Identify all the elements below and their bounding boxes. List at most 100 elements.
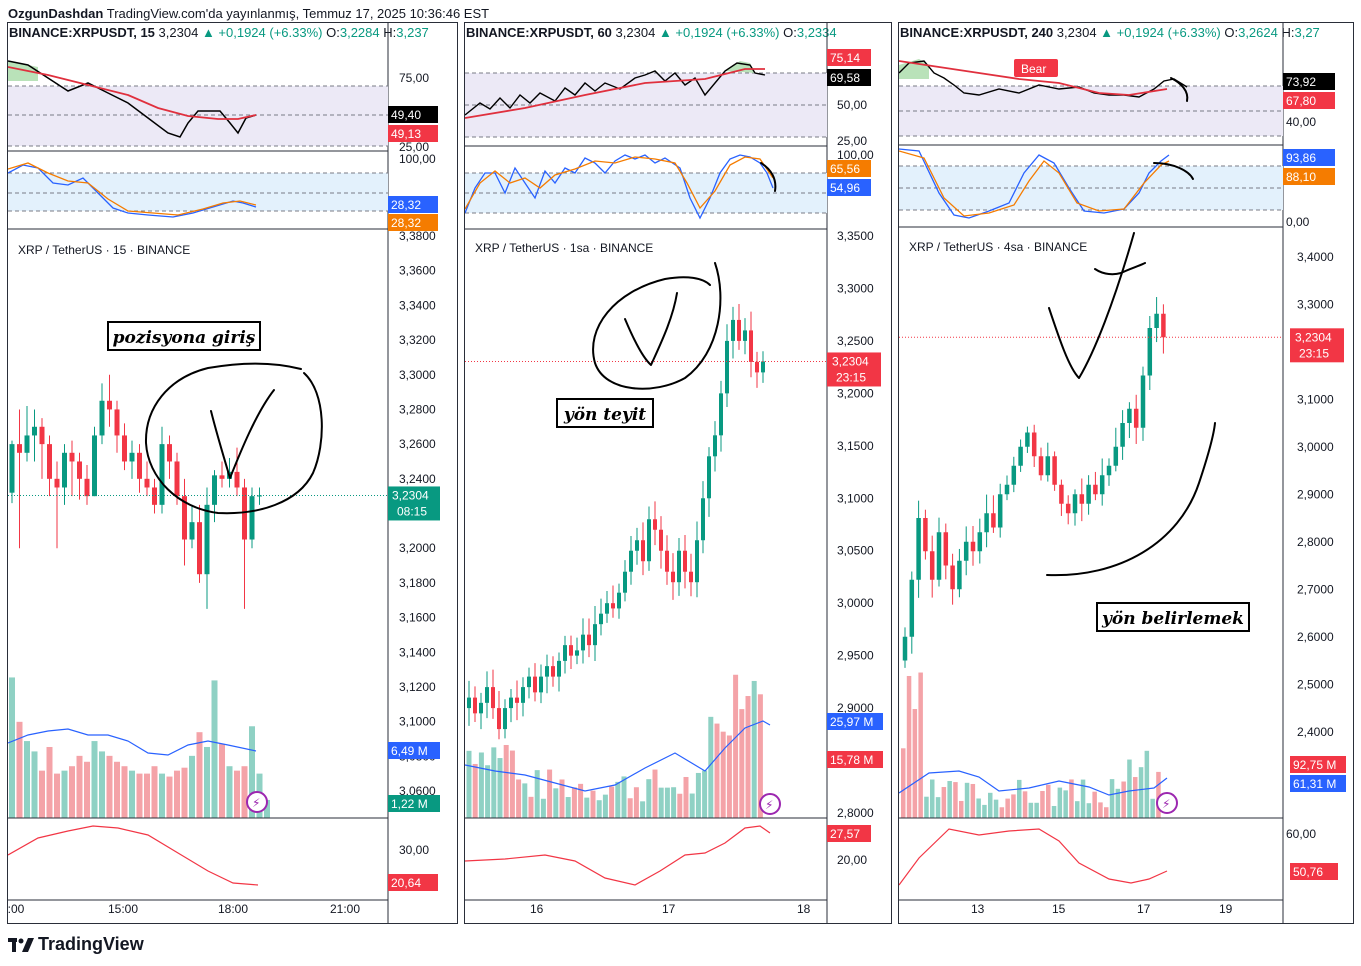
- volume-ma-tag: 6,49 M: [391, 744, 428, 758]
- candle: [755, 361, 759, 373]
- volume-bar: [720, 731, 726, 818]
- annotation-checkmark: [1048, 232, 1135, 379]
- candle: [174, 461, 180, 497]
- alert-icon: [1156, 792, 1178, 814]
- rsi-ma-value-tag: 67,80: [1286, 94, 1316, 108]
- author-name[interactable]: OzgunDashdan: [8, 6, 104, 21]
- volume-bar: [1075, 801, 1080, 818]
- candle: [137, 452, 142, 479]
- volume-ma-tag: 25,97 M: [830, 715, 873, 729]
- rsi-ma-line: [899, 60, 1168, 96]
- candle: [212, 475, 217, 505]
- symbol-line: BINANCE:XRPUSDT, 60 3,2304 ▲ +0,1924 (+6…: [466, 25, 837, 40]
- symbol-name[interactable]: BINANCE:XRPUSDT, 240: [900, 25, 1054, 40]
- volume-bar: [935, 797, 941, 818]
- published-line: OzgunDashdan TradingView.com'da yayınlan…: [8, 6, 489, 21]
- candle: [909, 579, 915, 637]
- stoch-d-line: [465, 156, 774, 210]
- time-axis-label: 15:00: [108, 902, 138, 916]
- symbol-name[interactable]: BINANCE:XRPUSDT, 60: [466, 25, 612, 40]
- high-label: H:: [1281, 25, 1295, 40]
- volume-bar: [1150, 798, 1155, 818]
- annotation-label-box: [556, 398, 654, 428]
- time-axis-label: 18: [797, 902, 811, 916]
- oscillator-tag: 20,64: [391, 876, 421, 890]
- last-price-countdown: 23:15: [836, 370, 866, 384]
- candle: [749, 330, 753, 362]
- last-price-tag-bg: [388, 486, 440, 521]
- rsi-value-tag: 49,40: [391, 108, 421, 122]
- oscillator-tag-bg: [827, 825, 871, 842]
- volume-bar: [953, 782, 958, 818]
- rsi-ma-value-tag-bg: [388, 125, 438, 142]
- chart-panel-15m[interactable]: BINANCE:XRPUSDT, 15 3,2304 ▲ +0,1924 (+6…: [7, 22, 458, 924]
- chart-panel-1h[interactable]: BINANCE:XRPUSDT, 60 3,2304 ▲ +0,1924 (+6…: [464, 22, 892, 924]
- candle: [533, 676, 537, 693]
- last-price: 3,2304: [158, 25, 199, 40]
- oscillator-tag-bg: [388, 874, 438, 891]
- time-axis-label: 19: [1219, 902, 1233, 916]
- volume-bar: [547, 769, 553, 818]
- candle: [635, 540, 639, 551]
- symbol-name[interactable]: BINANCE:XRPUSDT, 15: [9, 25, 155, 40]
- candle: [1025, 432, 1030, 447]
- volume-tag: 92,75 M: [1293, 758, 1336, 772]
- candle: [32, 426, 37, 436]
- stoch-scale-label: 100,00: [837, 148, 874, 162]
- annotation-label: yön belirlemek: [1101, 609, 1244, 629]
- volume-bar: [689, 793, 695, 818]
- tradingview-logo[interactable]: TradingView: [8, 934, 144, 955]
- price-scale-label: 2,5000: [1297, 677, 1334, 691]
- rsi-value-tag: 69,58: [830, 71, 860, 85]
- last-price-tag: 3,2304: [1295, 330, 1332, 344]
- volume-bar: [982, 804, 987, 818]
- stoch-d-tag: 88,10: [1286, 170, 1316, 184]
- candle: [629, 550, 633, 572]
- high-value: 3,27: [1294, 25, 1320, 40]
- candle: [653, 519, 657, 530]
- candle: [743, 330, 747, 341]
- volume-bar: [522, 783, 528, 818]
- rsi-scale-label: 25,00: [399, 140, 429, 154]
- price-scale-label: 3,3500: [837, 229, 874, 243]
- bear-label-bg: [1014, 59, 1058, 77]
- volume-bar: [1144, 750, 1150, 818]
- price-scale-label: 3,3600: [399, 264, 436, 278]
- rsi-scale-label: 75,00: [399, 71, 429, 85]
- oscillator-tag-bg: [1290, 863, 1338, 880]
- volume-bar: [964, 782, 970, 818]
- volume-bar: [211, 680, 218, 818]
- candle: [957, 560, 962, 590]
- volume-bar: [702, 770, 708, 818]
- volume-bar: [1063, 790, 1068, 818]
- rsi-scale-label: 40,00: [1286, 115, 1316, 129]
- chart-panel-4h[interactable]: BINANCE:XRPUSDT, 240 3,2304 ▲ +0,1924 (+…: [898, 22, 1354, 924]
- rsi-value-tag-bg: [1283, 73, 1335, 90]
- candle: [713, 435, 717, 457]
- price-scale-label: 3,1500: [837, 439, 874, 453]
- candle: [473, 697, 477, 714]
- volume-bar: [652, 769, 658, 818]
- chart-canvas-15m[interactable]: 75,00 25,00 49,40 49,13 100,00 28,32 28,32 XRP …: [8, 23, 458, 924]
- volume-bar: [1011, 794, 1016, 818]
- bear-label: Bear: [1021, 62, 1046, 76]
- bottom-scale-label: 30,00: [399, 843, 429, 857]
- last-price-countdown: 23:15: [1299, 346, 1329, 360]
- volume-bar: [24, 741, 30, 818]
- price-scale-label: 3,2400: [399, 472, 436, 486]
- volume-ma-line: [899, 770, 1168, 796]
- price-scale-label: 3,1200: [399, 680, 436, 694]
- published-date: TradingView.com'da yayınlanmış, Temmuz 1…: [106, 6, 490, 21]
- volume-bar: [1133, 777, 1138, 818]
- price-scale-label: 3,0000: [1297, 440, 1334, 454]
- volume-bar: [1057, 787, 1063, 818]
- rsi-ma-value-tag-bg: [1283, 92, 1335, 109]
- chart-canvas-4h[interactable]: Bear40,0073,9267,80100,000,0093,8688,10X…: [899, 23, 1354, 924]
- volume-bar: [553, 788, 559, 818]
- candle: [1127, 408, 1132, 423]
- annotation-checkmark: [624, 292, 678, 366]
- candle: [1140, 375, 1146, 428]
- candle: [122, 435, 127, 462]
- volume-bar: [516, 779, 522, 818]
